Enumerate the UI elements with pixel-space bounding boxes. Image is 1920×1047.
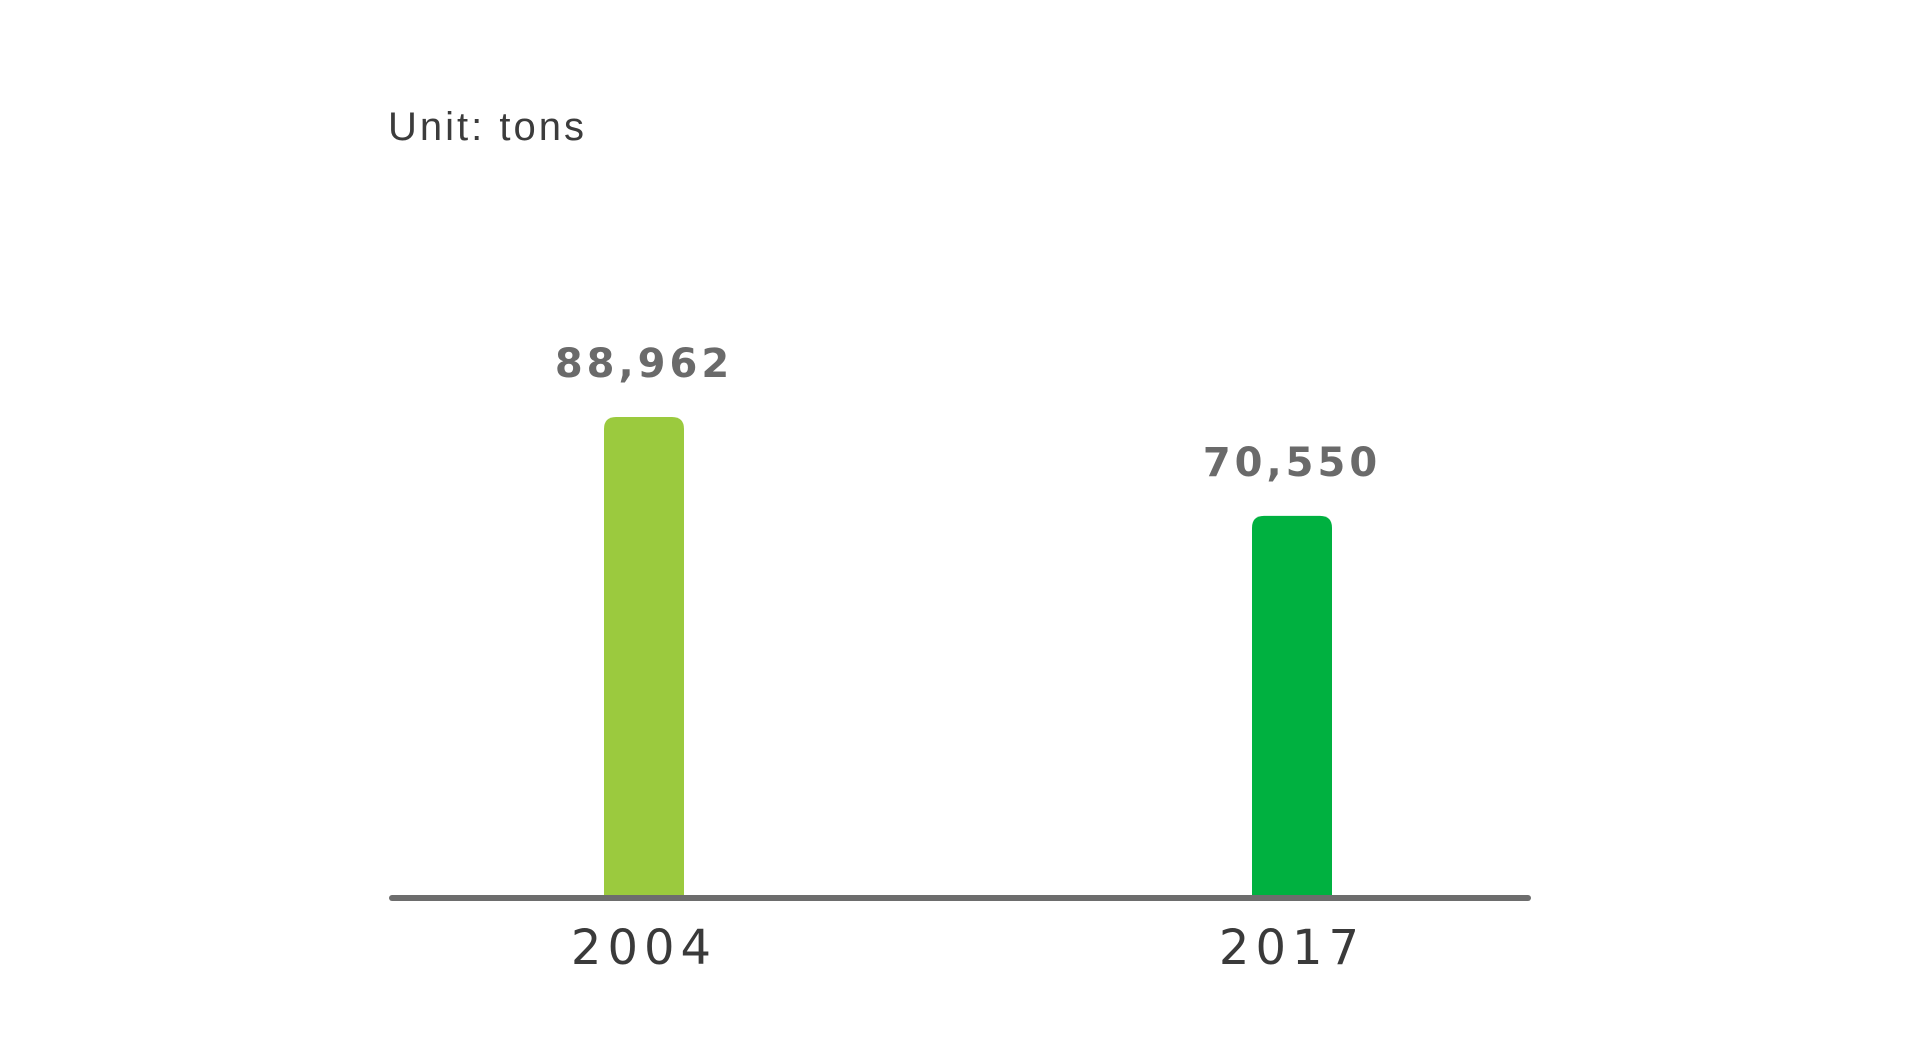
unit-label: Unit: tons	[388, 105, 587, 149]
bar-2004	[604, 417, 684, 895]
bars-layer	[604, 417, 1332, 895]
value-label-2017: 70,550	[1203, 440, 1381, 486]
category-label-2017: 2017	[1219, 920, 1365, 976]
bar-2017	[1252, 515, 1332, 895]
labels-layer: 88,962 2004 70,550 2017	[555, 341, 1381, 976]
value-label-2004: 88,962	[555, 341, 733, 387]
category-label-2004: 2004	[571, 920, 717, 976]
